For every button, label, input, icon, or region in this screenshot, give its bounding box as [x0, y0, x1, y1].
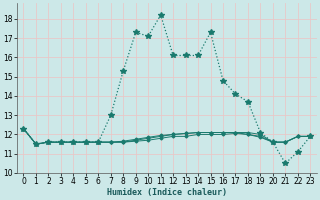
- X-axis label: Humidex (Indice chaleur): Humidex (Indice chaleur): [107, 188, 227, 197]
